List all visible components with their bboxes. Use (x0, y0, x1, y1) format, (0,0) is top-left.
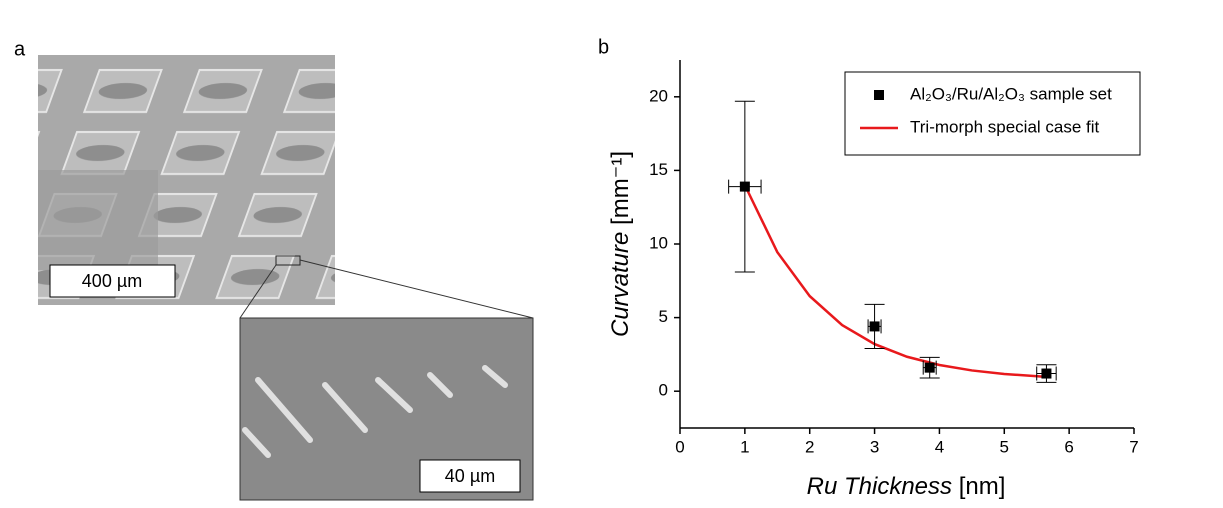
data-point (869, 321, 880, 332)
x-label-unit: [nm] (959, 473, 1006, 500)
scale-bar-box (419, 459, 521, 493)
scale-bar-label: 400 µm (82, 271, 142, 291)
x-tick-label: 3 (870, 437, 879, 456)
fit-line (743, 184, 1047, 379)
x-tick-label: 7 (1129, 437, 1138, 456)
legend-swatch (874, 90, 884, 100)
data-point (1041, 368, 1052, 379)
scale-bar-label: 40 µm (445, 466, 495, 486)
y-tick-label: 5 (659, 307, 668, 326)
y-tick-label: 10 (649, 233, 668, 252)
legend-label: Al₂O₃/Ru/Al₂O₃ sample set (910, 84, 1112, 103)
y-tick-label: 15 (649, 160, 668, 179)
panel-label: a (14, 38, 26, 60)
y-tick-label: 20 (649, 86, 668, 105)
sem-image-overview (38, 55, 534, 319)
panel-label: b (598, 36, 609, 58)
x-label-name: Ru Thickness (807, 473, 952, 500)
legend-box (844, 71, 1141, 156)
data-point (739, 181, 750, 192)
x-tick-label: 1 (740, 437, 749, 456)
x-tick-label: 2 (805, 437, 814, 456)
x-tick-label: 4 (935, 437, 944, 456)
y-label-unit: [mm⁻¹] (607, 151, 634, 225)
legend-label: Tri-morph special case fit (910, 117, 1100, 136)
x-axis-label: Ru Thickness [nm] (807, 473, 1006, 500)
x-tick-label: 5 (1000, 437, 1009, 456)
scale-bar-box (49, 264, 176, 298)
y-tick-label: 0 (659, 381, 668, 400)
y-axis-label: Curvature [mm⁻¹] (607, 151, 634, 337)
data-point (924, 362, 935, 373)
x-tick-label: 6 (1064, 437, 1073, 456)
y-label-name: Curvature (607, 232, 634, 337)
x-tick-label: 0 (675, 437, 684, 456)
